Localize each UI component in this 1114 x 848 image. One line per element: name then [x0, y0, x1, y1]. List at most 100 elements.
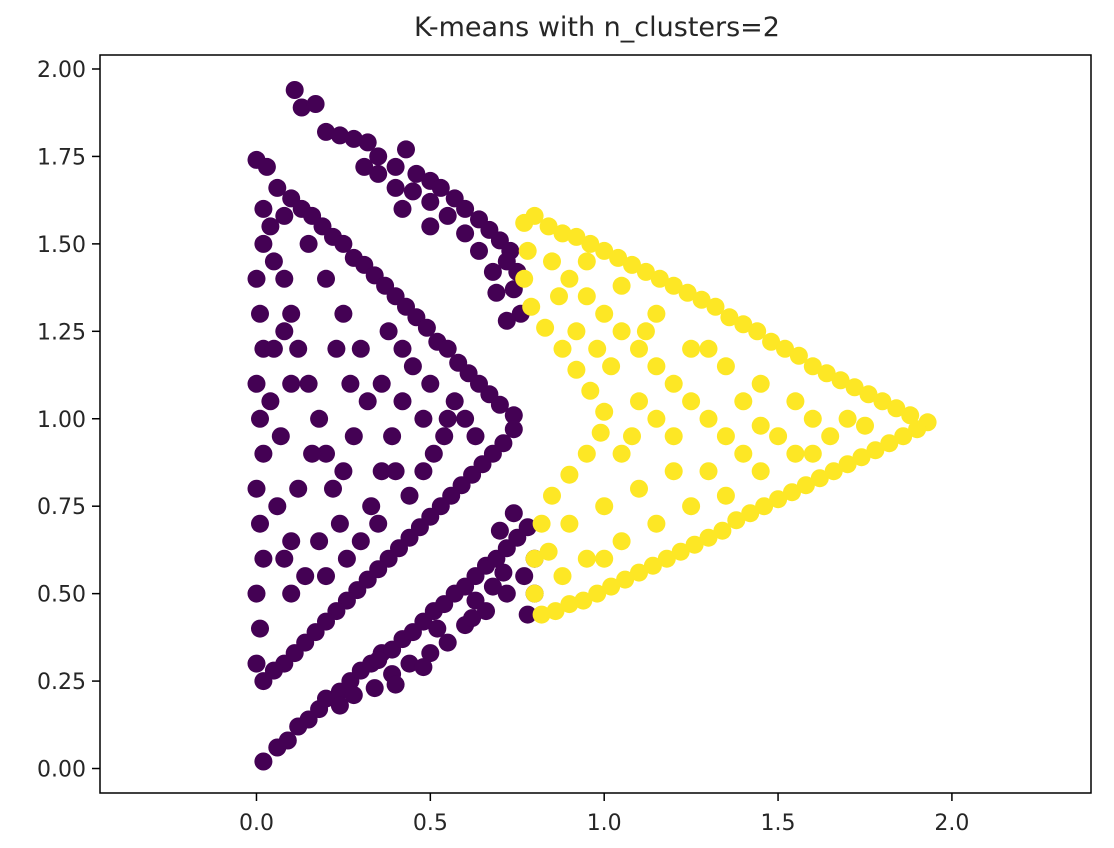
scatter-point-cluster-0	[438, 409, 457, 428]
scatter-point-cluster-0	[497, 252, 516, 271]
scatter-point-cluster-1	[581, 234, 600, 253]
scatter-point-cluster-0	[369, 651, 388, 670]
scatter-point-cluster-0	[351, 339, 370, 358]
scatter-point-cluster-1	[838, 455, 857, 474]
scatter-point-cluster-1	[588, 584, 607, 603]
scatter-point-cluster-1	[643, 556, 662, 575]
scatter-point-cluster-0	[268, 178, 287, 197]
scatter-point-cluster-0	[261, 392, 280, 411]
scatter-point-cluster-0	[254, 444, 273, 463]
scatter-point-cluster-1	[751, 416, 770, 435]
y-tick-label: 0.50	[37, 583, 86, 608]
scatter-point-cluster-1	[769, 427, 788, 446]
y-tick-label: 0.75	[37, 495, 86, 520]
scatter-point-cluster-1	[838, 409, 857, 428]
scatter-point-cluster-1	[595, 241, 614, 260]
scatter-point-cluster-0	[264, 252, 283, 271]
scatter-point-cluster-1	[755, 497, 774, 516]
scatter-point-cluster-0	[470, 241, 488, 260]
scatter-point-cluster-1	[734, 392, 753, 411]
scatter-point-cluster-1	[595, 549, 614, 568]
scatter-point-cluster-1	[553, 339, 572, 358]
scatter-point-cluster-0	[282, 304, 301, 323]
scatter-point-cluster-1	[630, 563, 648, 582]
scatter-point-cluster-1	[894, 427, 913, 446]
scatter-point-cluster-0	[247, 374, 266, 393]
scatter-point-cluster-1	[783, 483, 801, 502]
scatter-point-cluster-1	[560, 595, 579, 614]
scatter-point-cluster-0	[282, 584, 301, 603]
scatter-point-cluster-1	[581, 381, 600, 400]
scatter-point-cluster-0	[435, 427, 454, 446]
plot-frame	[99, 54, 1092, 794]
scatter-point-cluster-0	[414, 658, 433, 677]
scatter-point-cluster-0	[456, 224, 475, 243]
scatter-point-cluster-1	[678, 283, 697, 302]
scatter-point-cluster-0	[278, 731, 297, 750]
scatter-point-cluster-1	[810, 469, 829, 488]
scatter-point-cluster-0	[403, 182, 422, 201]
scatter-point-cluster-0	[386, 157, 405, 176]
scatter-point-cluster-0	[466, 591, 485, 610]
scatter-point-cluster-0	[424, 444, 443, 463]
x-tick-label: 0.5	[413, 811, 448, 836]
scatter-point-cluster-0	[251, 514, 269, 533]
scatter-point-cluster-0	[247, 269, 266, 288]
scatter-point-cluster-1	[546, 602, 565, 621]
y-tick-label: 1.50	[37, 233, 86, 258]
scatter-point-cluster-0	[330, 126, 349, 145]
scatter-point-cluster-1	[789, 346, 808, 365]
scatter-point-cluster-1	[577, 444, 596, 463]
scatter-point-cluster-0	[334, 304, 353, 323]
scatter-point-cluster-1	[685, 535, 704, 554]
scatter-point-cluster-1	[623, 255, 641, 274]
points-layer	[247, 81, 937, 771]
scatter-point-cluster-0	[292, 98, 311, 117]
scatter-point-cluster-0	[400, 486, 419, 505]
scatter-point-cluster-0	[310, 409, 329, 428]
scatter-point-cluster-1	[856, 416, 874, 435]
scatter-point-cluster-1	[803, 357, 822, 376]
scatter-point-cluster-1	[873, 392, 892, 411]
scatter-point-cluster-1	[515, 269, 534, 288]
scatter-point-cluster-1	[577, 252, 596, 271]
scatter-point-cluster-1	[553, 224, 572, 243]
scatter-point-cluster-1	[664, 462, 683, 481]
scatter-point-cluster-1	[595, 304, 614, 323]
scatter-point-cluster-1	[525, 584, 544, 603]
scatter-point-cluster-0	[421, 644, 440, 663]
scatter-point-cluster-0	[247, 479, 266, 498]
scatter-point-cluster-1	[682, 339, 701, 358]
scatter-point-cluster-1	[699, 339, 718, 358]
scatter-point-cluster-1	[706, 297, 725, 316]
scatter-point-cluster-1	[751, 462, 770, 481]
scatter-point-cluster-0	[299, 234, 318, 253]
scatter-point-cluster-0	[490, 395, 509, 414]
scatter-point-cluster-1	[650, 269, 669, 288]
scatter-point-cluster-1	[699, 409, 718, 428]
scatter-point-cluster-1	[623, 427, 641, 446]
scatter-point-cluster-0	[487, 283, 506, 302]
scatter-point-cluster-0	[515, 567, 534, 586]
scatter-point-cluster-1	[595, 402, 614, 421]
scatter-point-cluster-1	[567, 360, 586, 379]
scatter-point-cluster-1	[748, 322, 767, 341]
scatter-point-cluster-0	[306, 95, 325, 113]
y-tick-label: 0.25	[37, 670, 86, 695]
scatter-point-cluster-1	[803, 444, 822, 463]
scatter-point-cluster-0	[247, 584, 266, 603]
scatter-point-cluster-1	[612, 322, 631, 341]
scatter-point-cluster-0	[421, 374, 440, 393]
scatter-point-cluster-0	[334, 234, 353, 253]
scatter-point-cluster-0	[254, 752, 273, 771]
scatter-point-cluster-0	[393, 339, 412, 358]
scatter-point-cluster-0	[289, 339, 308, 358]
scatter-point-cluster-1	[699, 462, 718, 481]
scatter-point-cluster-1	[908, 420, 927, 439]
scatter-point-cluster-0	[296, 567, 315, 586]
scatter-point-cluster-0	[504, 504, 523, 523]
scatter-point-cluster-0	[428, 619, 447, 638]
scatter-point-cluster-0	[490, 521, 509, 540]
